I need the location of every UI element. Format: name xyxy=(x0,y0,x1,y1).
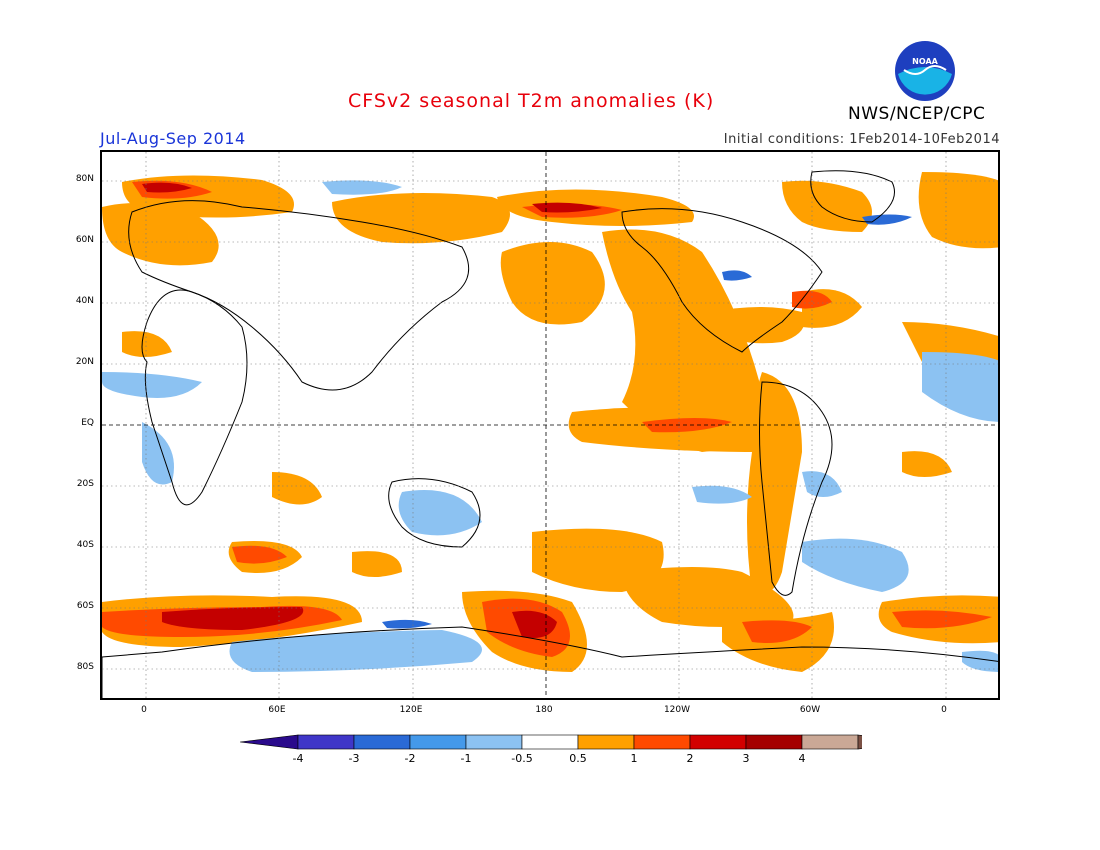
eurasia-outline xyxy=(128,200,470,391)
negative-anomaly-regions xyxy=(102,180,998,672)
lat-label: 60S xyxy=(76,601,94,611)
colorbar-label: -1 xyxy=(460,752,472,765)
initial-conditions-label: Initial conditions: 1Feb2014-10Feb2014 xyxy=(723,132,1000,147)
lon-label: 120E xyxy=(399,705,423,715)
colorbar-right-arrow xyxy=(857,734,862,750)
lat-label: 20N xyxy=(75,357,94,367)
colorbar-swatch xyxy=(465,734,523,750)
strong-negative-anomaly-regions xyxy=(382,214,912,629)
equator-dateline xyxy=(102,152,998,698)
lon-label: 0 xyxy=(141,705,147,715)
colorbar-label: -2 xyxy=(404,752,416,765)
color-scale-bar xyxy=(240,734,862,750)
lon-label: 120W xyxy=(663,705,691,715)
noaa-logo-gull xyxy=(903,65,947,75)
colorbar-swatch xyxy=(577,734,635,750)
anomaly-map xyxy=(100,150,1000,700)
lat-label: EQ xyxy=(81,418,94,428)
colorbar-label: 3 xyxy=(742,752,750,765)
noaa-logo: NOAA xyxy=(895,41,955,101)
north-america-outline xyxy=(621,208,823,353)
colorbar-swatch xyxy=(297,734,355,750)
colorbar-swatch xyxy=(633,734,691,750)
colorbar-swatch xyxy=(745,734,803,750)
colorbar-label: -0.5 xyxy=(511,752,533,765)
lat-lon-grid xyxy=(102,152,998,698)
colorbar-label: -3 xyxy=(348,752,360,765)
colorbar-swatch xyxy=(801,734,859,750)
colorbar-label: -4 xyxy=(292,752,304,765)
greenland-outline xyxy=(810,170,895,223)
lat-label: 40N xyxy=(75,296,94,306)
colorbar-left-arrow xyxy=(240,734,299,750)
colorbar-label: 1 xyxy=(630,752,638,765)
noaa-logo-text: NOAA xyxy=(912,57,938,66)
colorbar-label: 4 xyxy=(798,752,806,765)
organization-label: NWS/NCEP/CPC xyxy=(848,104,986,124)
positive-anomaly-regions xyxy=(102,172,998,672)
lat-label: 80S xyxy=(76,662,94,672)
colorbar-swatch xyxy=(353,734,411,750)
lon-label: 180 xyxy=(535,705,553,715)
colorbar-swatch xyxy=(689,734,747,750)
coastlines xyxy=(102,170,998,698)
lat-label: 60N xyxy=(75,235,94,245)
antarctica-outline xyxy=(102,626,998,698)
south-america-outline xyxy=(759,381,833,596)
lat-label: 80N xyxy=(75,174,94,184)
lat-label: 20S xyxy=(76,479,94,489)
colorbar-label: 2 xyxy=(686,752,694,765)
season-label: Jul-Aug-Sep 2014 xyxy=(100,129,246,148)
map-title: CFSv2 seasonal T2m anomalies (K) xyxy=(348,90,715,112)
lon-label: 0 xyxy=(941,705,947,715)
lat-label: 40S xyxy=(76,540,94,550)
colorbar-swatch xyxy=(409,734,467,750)
colorbar-label: 0.5 xyxy=(569,752,587,765)
lon-label: 60E xyxy=(268,705,286,715)
lon-label: 60W xyxy=(799,705,821,715)
colorbar-swatch xyxy=(521,734,579,750)
